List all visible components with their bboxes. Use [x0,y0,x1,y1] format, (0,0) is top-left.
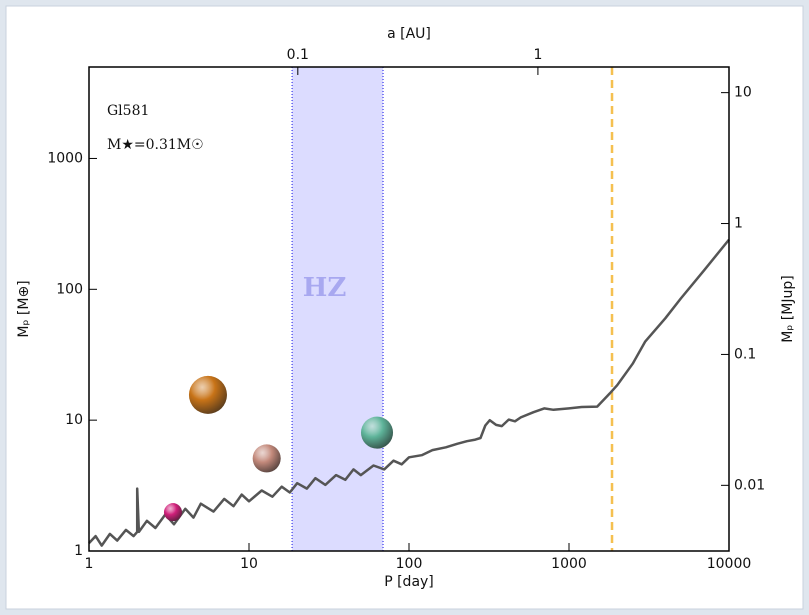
y2-tick-label: 1 [734,216,743,232]
hz-label: HZ [303,273,347,303]
y-tick-label: 1000 [47,150,83,166]
y2-label: Mₚ [MJup] [780,275,796,342]
plot-frame [88,66,730,552]
x-tick-label: 10000 [707,556,752,572]
y-tick-label: 10 [65,412,83,428]
x-tick-label: 1000 [551,556,587,572]
planet [361,416,394,449]
y-tick-label: 100 [56,281,83,297]
planet [164,503,183,522]
detection-limit [88,238,730,547]
planet-color [164,503,183,522]
x-tick-label: 10 [240,556,258,572]
x-tick-label: 100 [396,556,423,572]
hz-band [292,67,384,551]
planet-color [361,416,394,449]
y-tick-label: 1 [74,543,83,559]
panel [5,5,804,610]
star-name: Gl581 [107,103,149,119]
planet-color [252,444,281,473]
x2-tick-label: 0.1 [287,47,309,63]
planet [252,444,281,473]
y2-tick-label: 10 [734,85,752,101]
star-mass: M★=0.31M☉ [107,137,204,153]
x2-tick-label: 1 [533,47,542,63]
y2-tick-label: 0.1 [734,346,756,362]
x2-label: a [AU] [387,26,431,42]
y-label: Mₚ [M⊕] [16,280,32,337]
x-tick-label: 1 [85,556,94,572]
planet [188,375,227,414]
y2-tick-label: 0.01 [734,477,765,493]
planet-color [188,375,227,414]
x-label: P [day] [384,574,434,590]
